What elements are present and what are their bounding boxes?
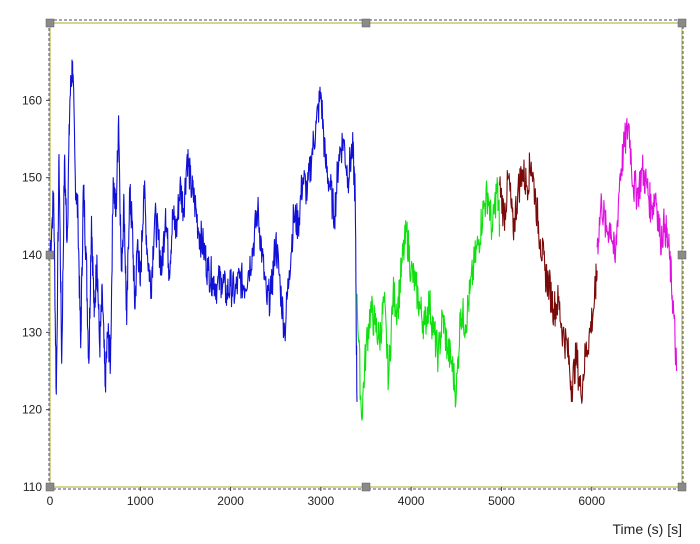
series-line-4	[596, 117, 678, 372]
y-tick-label: 130	[22, 325, 42, 339]
series-line-2	[356, 177, 501, 421]
plot-area	[49, 22, 683, 488]
y-tick-label: 110	[23, 480, 42, 494]
x-tick-label: 1000	[127, 494, 154, 508]
y-tick-label: 120	[22, 403, 42, 417]
y-tick-label: 160	[22, 93, 42, 107]
x-tick-label: 5000	[488, 494, 515, 508]
x-axis-title: Time (s) [s]	[613, 521, 682, 537]
x-tick-label: 2000	[217, 494, 244, 508]
resize-handle[interactable]	[361, 18, 371, 28]
resize-handle[interactable]	[677, 18, 687, 28]
series-layer	[49, 59, 678, 421]
plot-frame	[48, 19, 684, 490]
resize-handle[interactable]	[677, 482, 687, 492]
resize-handle[interactable]	[45, 18, 55, 28]
series-line-1	[49, 59, 358, 402]
resize-handle[interactable]	[45, 482, 55, 492]
resize-handle[interactable]	[361, 482, 371, 492]
selection-handles[interactable]	[45, 18, 687, 492]
x-tick-label: 0	[47, 494, 54, 508]
x-tick-label: 3000	[308, 494, 335, 508]
resize-handle[interactable]	[45, 250, 55, 260]
y-tick-label: 150	[22, 171, 42, 185]
series-line-3	[499, 152, 598, 404]
x-tick-label: 4000	[398, 494, 425, 508]
x-tick-label: 6000	[578, 494, 605, 508]
resize-handle[interactable]	[677, 250, 687, 260]
y-tick-label: 140	[22, 248, 42, 262]
